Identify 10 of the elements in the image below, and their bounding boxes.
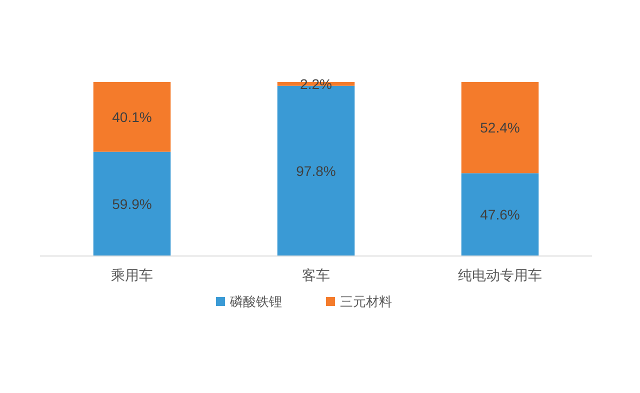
data-label: 40.1% bbox=[112, 108, 152, 125]
data-label: 97.8% bbox=[296, 162, 336, 179]
legend-label: 三元材料 bbox=[340, 294, 392, 309]
legend-label: 磷酸铁锂 bbox=[229, 294, 282, 309]
data-label: 52.4% bbox=[480, 120, 520, 136]
data-label: 47.6% bbox=[480, 206, 520, 223]
x-tick-label: 乘用车 bbox=[111, 267, 153, 283]
x-tick-label: 客车 bbox=[302, 267, 330, 283]
x-tick-label: 纯电动专用车 bbox=[458, 267, 542, 283]
data-label: 59.9% bbox=[112, 196, 152, 212]
